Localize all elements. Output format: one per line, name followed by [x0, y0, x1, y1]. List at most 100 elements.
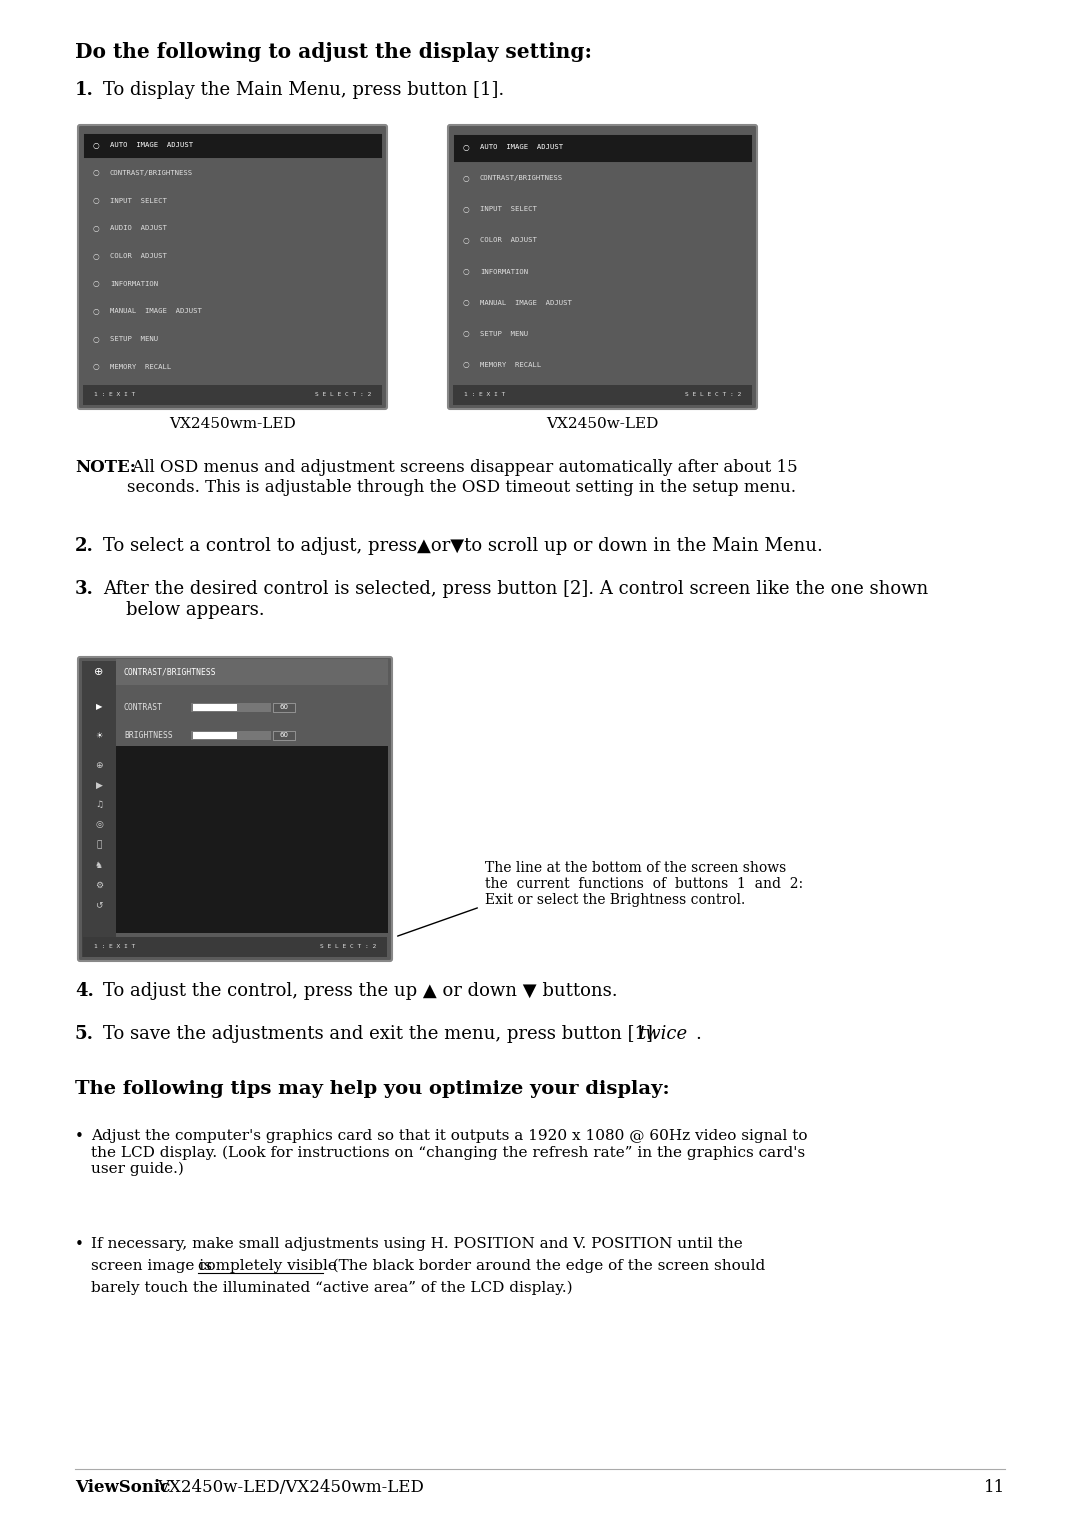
- Text: S E L E C T : 2: S E L E C T : 2: [320, 945, 376, 950]
- Text: 4.: 4.: [75, 982, 94, 1000]
- Text: ○: ○: [93, 307, 99, 316]
- Text: 11: 11: [984, 1480, 1005, 1496]
- Text: MANUAL  IMAGE  ADJUST: MANUAL IMAGE ADJUST: [480, 299, 572, 305]
- Text: AUDIO  ADJUST: AUDIO ADJUST: [110, 226, 167, 231]
- Text: ⊕: ⊕: [94, 667, 104, 676]
- Bar: [453, 385, 752, 405]
- Text: •: •: [75, 1237, 84, 1252]
- Text: ○: ○: [93, 140, 99, 150]
- Text: CONTRAST/BRIGHTNESS: CONTRAST/BRIGHTNESS: [124, 667, 217, 676]
- Text: Do the following to adjust the display setting:: Do the following to adjust the display s…: [75, 43, 592, 63]
- Text: ○: ○: [93, 279, 99, 289]
- Text: Adjust the computer's graphics card so that it outputs a 1920 x 1080 @ 60Hz vide: Adjust the computer's graphics card so t…: [91, 1128, 808, 1176]
- Text: S E L E C T : 2: S E L E C T : 2: [685, 392, 741, 397]
- Text: ○: ○: [93, 252, 99, 261]
- Text: SETUP  MENU: SETUP MENU: [110, 336, 158, 342]
- Text: ⚙: ⚙: [95, 881, 103, 890]
- Text: After the desired control is selected, press button [2]. A control screen like t: After the desired control is selected, p…: [103, 580, 928, 618]
- Text: 1 : E X I T: 1 : E X I T: [94, 945, 135, 950]
- Text: ○: ○: [462, 237, 470, 244]
- Text: The line at the bottom of the screen shows
the  current  functions  of  buttons : The line at the bottom of the screen sho…: [485, 861, 804, 907]
- Text: ↺: ↺: [95, 901, 103, 910]
- Text: ○: ○: [462, 205, 470, 214]
- Text: ▶: ▶: [95, 780, 103, 789]
- Text: 1 : E X I T: 1 : E X I T: [464, 392, 505, 397]
- Text: To save the adjustments and exit the menu, press button [1]: To save the adjustments and exit the men…: [103, 1025, 659, 1043]
- Text: ○: ○: [93, 168, 99, 177]
- Text: ○: ○: [93, 195, 99, 205]
- Text: ○: ○: [462, 330, 470, 337]
- Text: AUTO  IMAGE  ADJUST: AUTO IMAGE ADJUST: [110, 142, 193, 148]
- Text: ○: ○: [93, 362, 99, 371]
- Text: ▶: ▶: [96, 702, 103, 712]
- Text: INFORMATION: INFORMATION: [480, 269, 528, 275]
- Text: ○: ○: [462, 267, 470, 276]
- Text: 3.: 3.: [75, 580, 94, 599]
- Text: . (The black border around the edge of the screen should: . (The black border around the edge of t…: [323, 1258, 766, 1274]
- Text: SETUP  MENU: SETUP MENU: [480, 331, 528, 337]
- Text: To adjust the control, press the up ▲ or down ▼ buttons.: To adjust the control, press the up ▲ or…: [103, 982, 618, 1000]
- Bar: [193, 704, 237, 710]
- Text: completely visible: completely visible: [198, 1258, 337, 1274]
- Text: AUTO  IMAGE  ADJUST: AUTO IMAGE ADJUST: [480, 144, 563, 150]
- Text: CONTRAST/BRIGHTNESS: CONTRAST/BRIGHTNESS: [480, 176, 563, 182]
- Text: CONTRAST/BRIGHTNESS: CONTRAST/BRIGHTNESS: [110, 169, 193, 176]
- Bar: [191, 702, 271, 712]
- Text: ○: ○: [462, 142, 470, 151]
- Bar: [83, 938, 387, 957]
- Text: barely touch the illuminated “active area” of the LCD display.): barely touch the illuminated “active are…: [91, 1281, 572, 1295]
- Text: To select a control to adjust, press▲or▼to scroll up or down in the Main Menu.: To select a control to adjust, press▲or▼…: [103, 538, 823, 554]
- Text: NOTE:: NOTE:: [75, 460, 136, 476]
- Text: MANUAL  IMAGE  ADJUST: MANUAL IMAGE ADJUST: [110, 308, 202, 315]
- Text: INFORMATION: INFORMATION: [110, 281, 158, 287]
- Bar: [453, 134, 752, 162]
- Text: INPUT  SELECT: INPUT SELECT: [110, 197, 167, 203]
- Bar: [83, 385, 382, 405]
- Text: ♞: ♞: [95, 861, 103, 869]
- Text: COLOR  ADJUST: COLOR ADJUST: [110, 253, 167, 260]
- Text: .: .: [696, 1025, 701, 1043]
- Text: ◎: ◎: [95, 820, 103, 829]
- Text: twice: twice: [638, 1025, 687, 1043]
- Bar: [193, 731, 237, 739]
- Text: 60: 60: [280, 704, 288, 710]
- Text: If necessary, make small adjustments using H. POSITION and V. POSITION until the: If necessary, make small adjustments usi…: [91, 1237, 743, 1251]
- Text: ○: ○: [462, 174, 470, 183]
- Text: All OSD menus and adjustment screens disappear automatically after about 15
seco: All OSD menus and adjustment screens dis…: [127, 460, 798, 496]
- Text: screen image is: screen image is: [91, 1258, 217, 1274]
- Text: ♫: ♫: [95, 800, 103, 809]
- Bar: [273, 702, 295, 712]
- Text: ○: ○: [462, 360, 470, 370]
- Text: VX2450wm-LED: VX2450wm-LED: [170, 417, 296, 431]
- Text: The following tips may help you optimize your display:: The following tips may help you optimize…: [75, 1080, 670, 1098]
- Text: ○: ○: [462, 298, 470, 307]
- Text: 60: 60: [280, 731, 288, 738]
- Text: VX2450w-LED/VX2450wm-LED: VX2450w-LED/VX2450wm-LED: [157, 1480, 423, 1496]
- Text: •: •: [75, 1128, 84, 1144]
- Bar: [191, 730, 271, 739]
- Text: 5.: 5.: [75, 1025, 94, 1043]
- Text: ○: ○: [93, 334, 99, 344]
- Text: CONTRAST: CONTRAST: [124, 702, 163, 712]
- Text: 2.: 2.: [75, 538, 94, 554]
- Text: ○: ○: [93, 224, 99, 232]
- FancyBboxPatch shape: [78, 125, 387, 409]
- FancyBboxPatch shape: [78, 657, 392, 960]
- Text: MEMORY  RECALL: MEMORY RECALL: [480, 362, 541, 368]
- Bar: [116, 745, 388, 933]
- Bar: [83, 133, 382, 159]
- Text: VX2450w-LED: VX2450w-LED: [546, 417, 659, 431]
- Text: S E L E C T : 2: S E L E C T : 2: [314, 392, 372, 397]
- Bar: [273, 730, 295, 739]
- Text: ☀: ☀: [95, 730, 103, 739]
- Bar: [82, 661, 116, 957]
- Bar: [116, 660, 388, 686]
- Text: 1 : E X I T: 1 : E X I T: [94, 392, 135, 397]
- Text: MEMORY  RECALL: MEMORY RECALL: [110, 363, 172, 370]
- Text: To display the Main Menu, press button [1].: To display the Main Menu, press button […: [103, 81, 504, 99]
- Text: 1.: 1.: [75, 81, 94, 99]
- Text: COLOR  ADJUST: COLOR ADJUST: [480, 238, 537, 243]
- Text: INPUT  SELECT: INPUT SELECT: [480, 206, 537, 212]
- Text: BRIGHTNESS: BRIGHTNESS: [124, 730, 173, 739]
- FancyBboxPatch shape: [448, 125, 757, 409]
